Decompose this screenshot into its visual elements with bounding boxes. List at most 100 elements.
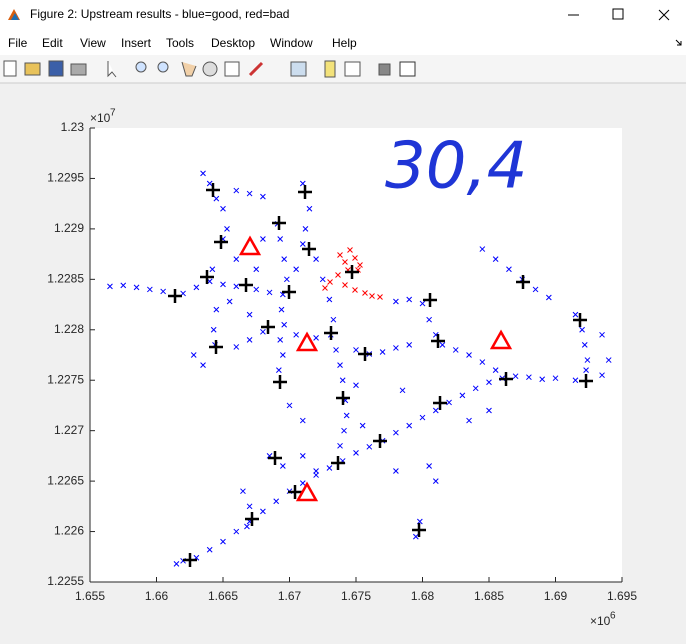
scatter-point [278, 306, 285, 313]
x-exponent-base: ×10 [590, 614, 611, 628]
scatter-point [333, 347, 339, 353]
scatter-point [406, 342, 413, 348]
y-tick-label: 1.2265 [47, 473, 84, 487]
scatter-point [326, 465, 333, 471]
scatter-point [572, 377, 579, 384]
scatter-point [302, 226, 309, 232]
menu-item[interactable]: Window [270, 36, 313, 50]
scatter-point [605, 357, 612, 363]
window-title: Figure 2: Upstream results - blue=good, … [30, 7, 289, 21]
menu-item[interactable]: Help [332, 36, 357, 50]
scatter-point [377, 294, 383, 300]
menu-item[interactable]: Tools [166, 36, 194, 50]
scatter-point [213, 306, 220, 313]
scatter-point [412, 533, 419, 540]
scatter-point [345, 264, 360, 279]
scatter-point [479, 246, 486, 252]
scatter-point [288, 484, 303, 499]
scatter-point [336, 390, 351, 405]
scatter-point [412, 523, 427, 538]
y-exponent-power: 7 [110, 108, 116, 119]
scatter-point [273, 374, 288, 389]
scatter-point [298, 184, 313, 199]
scatter-point [210, 326, 217, 333]
x-tick-label: 1.68 [411, 589, 435, 603]
scatter-point [246, 337, 253, 343]
scatter-point [342, 259, 348, 265]
menu-item[interactable]: Insert [121, 36, 152, 50]
scatter-point [479, 359, 486, 365]
scatter-point [393, 468, 399, 474]
scatter-point [506, 266, 512, 273]
x-tick-label: 1.66 [145, 589, 169, 603]
scatter-point [341, 427, 347, 434]
y-tick-label: 1.229 [54, 221, 84, 235]
minimize-button[interactable] [555, 0, 595, 30]
scatter-point [279, 352, 286, 358]
menu-item[interactable]: Edit [42, 36, 63, 50]
scatter-point [213, 195, 220, 202]
scatter-point [295, 331, 319, 352]
scatter-point [183, 552, 198, 567]
scatter-point [302, 241, 317, 256]
toolbar-icons [3, 60, 416, 78]
scatter-point [233, 256, 240, 263]
scatter-point [233, 283, 240, 290]
scatter-point [486, 407, 492, 414]
scatter-point [246, 190, 253, 197]
x-tick-label: 1.665 [208, 589, 238, 603]
scatter-point [330, 316, 337, 323]
plot-area [107, 170, 612, 567]
scatter-point [107, 283, 113, 290]
toolbar [0, 55, 686, 83]
scatter-point [545, 294, 552, 301]
maximize-button[interactable] [600, 0, 640, 30]
scatter-point [281, 321, 288, 328]
scatter-point [238, 235, 262, 256]
scatter-point [326, 296, 333, 303]
scatter-point [599, 331, 605, 338]
x-tick-label: 1.69 [544, 589, 568, 603]
scatter-point [200, 269, 214, 284]
y-tick-label: 1.226 [54, 524, 84, 538]
scatter-point [327, 279, 333, 285]
scatter-point [233, 528, 240, 535]
scatter-point [331, 456, 346, 471]
scatter-point [239, 277, 254, 292]
menu-item[interactable]: Desktop [211, 36, 255, 50]
scatter-point [526, 374, 532, 381]
scatter-point [393, 345, 399, 351]
scatter-point [220, 538, 226, 545]
scatter-point [246, 311, 253, 318]
scatter-point [452, 347, 459, 353]
scatter-point [339, 377, 346, 384]
close-button[interactable] [645, 0, 686, 30]
scatter-point [499, 372, 514, 387]
scatter-point [393, 429, 399, 436]
scatter-point [337, 442, 343, 449]
scatter-point [193, 284, 200, 291]
dock-icon[interactable] [675, 39, 682, 46]
scatter-point [466, 352, 472, 358]
scatter-point [293, 331, 300, 338]
scatter-point [295, 481, 319, 502]
menu-item[interactable]: View [80, 36, 106, 50]
scatter-point [572, 311, 579, 318]
x-tick-label: 1.675 [341, 589, 371, 603]
scatter-point [273, 498, 280, 505]
y-tick-label: 1.2255 [47, 574, 84, 588]
scatter-point [322, 285, 328, 291]
scatter-point [426, 463, 433, 469]
scatter-point [277, 337, 284, 343]
x-tick-label: 1.685 [474, 589, 504, 603]
scatter-point [299, 417, 306, 424]
scatter-point [226, 298, 233, 305]
scatter-point [260, 236, 266, 242]
scatter-point [581, 342, 588, 348]
scatter-point [133, 284, 140, 291]
menu-item[interactable]: File [8, 36, 28, 50]
scatter-point [423, 292, 438, 307]
scatter-point [393, 298, 399, 305]
y-tick-label: 1.23 [61, 120, 85, 134]
scatter-point [342, 282, 348, 288]
